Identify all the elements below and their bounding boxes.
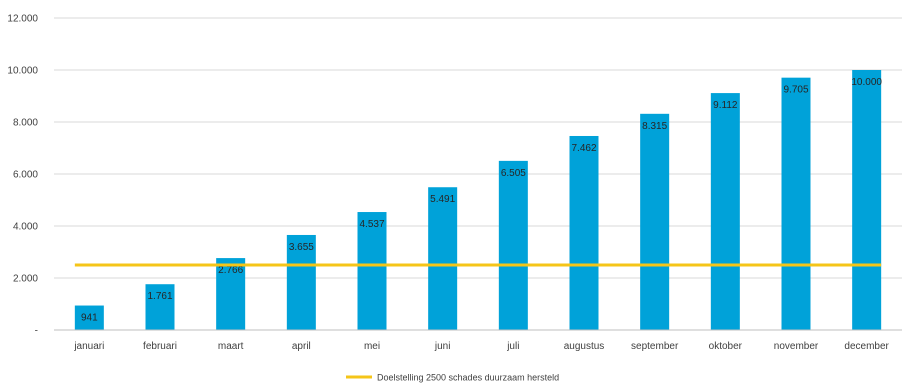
data-label-juli: 6.505 xyxy=(501,168,526,179)
x-tick-label-december: december xyxy=(844,341,889,352)
bar-juni xyxy=(428,187,458,330)
x-tick-label-augustus: augustus xyxy=(564,341,605,352)
data-label-november: 9.705 xyxy=(783,85,808,96)
bar-mei xyxy=(357,212,387,330)
y-tick-label-4000: 4.000 xyxy=(13,222,38,233)
bar-december xyxy=(852,70,882,330)
legend: Doelstelling 2500 schades duurzaam herst… xyxy=(346,373,559,383)
bar-juli xyxy=(498,160,528,330)
x-axis-category-labels: januari februari maart april mei juni juli augu… xyxy=(73,341,889,352)
x-tick-label-juli: juli xyxy=(506,341,519,352)
bar-november xyxy=(781,77,811,330)
y-axis-tick-labels: - 2.000 4.000 6.000 8.000 10.000 12.000 xyxy=(7,14,38,337)
bar-februari xyxy=(145,284,175,330)
data-label-september: 8.315 xyxy=(642,121,667,132)
x-tick-label-oktober: oktober xyxy=(709,341,743,352)
x-tick-label-mei: mei xyxy=(364,341,380,352)
y-tick-label-12000: 12.000 xyxy=(7,14,38,25)
data-label-april: 3.655 xyxy=(289,242,314,253)
bar-januari xyxy=(74,305,104,330)
y-tick-label-2000: 2.000 xyxy=(13,274,38,285)
gridlines xyxy=(54,17,902,279)
bar-series xyxy=(74,70,882,330)
data-label-mei: 4.537 xyxy=(359,219,384,230)
data-label-maart: 2.766 xyxy=(218,265,243,276)
data-label-januari: 941 xyxy=(81,313,98,324)
y-tick-label-6000: 6.000 xyxy=(13,170,38,181)
x-tick-label-maart: maart xyxy=(218,341,244,352)
legend-label-target-line: Doelstelling 2500 schades duurzaam herst… xyxy=(377,373,559,383)
y-tick-label-10000: 10.000 xyxy=(7,66,38,77)
bar-maart xyxy=(216,258,246,330)
data-label-oktober: 9.112 xyxy=(713,100,738,111)
y-tick-label-8000: 8.000 xyxy=(13,118,38,129)
x-tick-label-april: april xyxy=(292,341,311,352)
x-tick-label-januari: januari xyxy=(73,341,104,352)
data-label-februari: 1.761 xyxy=(147,291,172,302)
y-tick-label-0: - xyxy=(35,326,38,337)
x-tick-label-februari: februari xyxy=(143,341,177,352)
bar-september xyxy=(640,113,670,330)
x-tick-label-september: september xyxy=(631,341,679,352)
data-label-december: 10.000 xyxy=(851,77,882,88)
data-label-augustus: 7.462 xyxy=(571,143,596,154)
bar-data-labels: 941 1.761 2.766 3.655 4.537 5.491 6.505 7.462 8.… xyxy=(81,77,882,324)
bar-oktober xyxy=(710,93,740,330)
bar-augustus xyxy=(569,135,599,330)
x-tick-label-november: november xyxy=(774,341,819,352)
data-label-juni: 5.491 xyxy=(430,194,455,205)
bar-april xyxy=(286,234,316,330)
x-tick-label-juni: juni xyxy=(434,341,451,352)
